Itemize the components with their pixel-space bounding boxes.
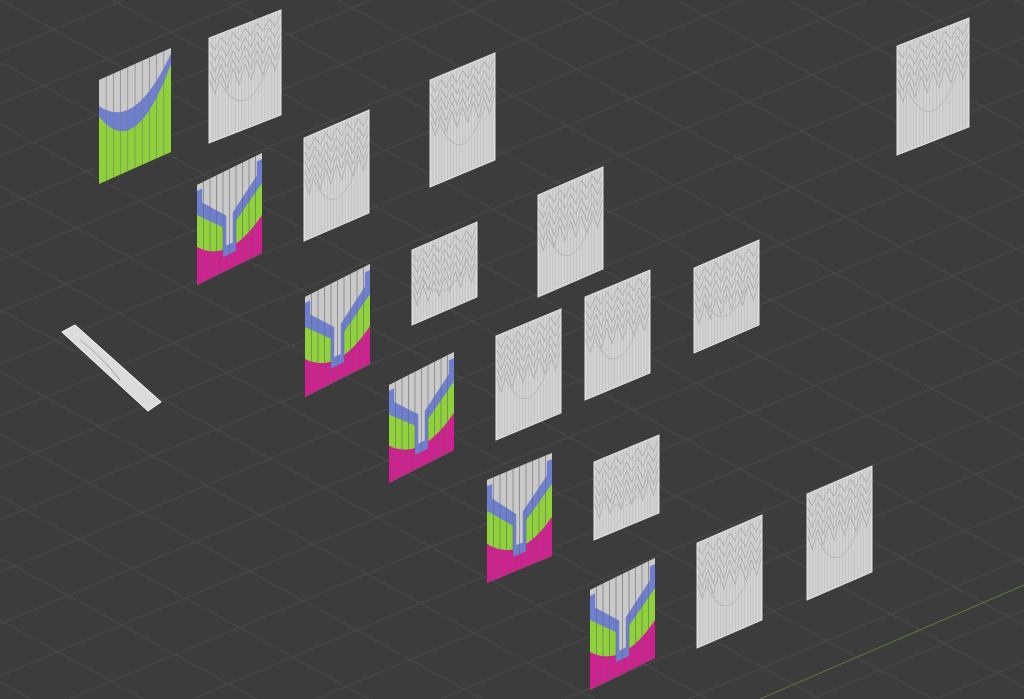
grid-line xyxy=(0,495,370,699)
grid-line xyxy=(0,37,1024,469)
grid-line xyxy=(563,0,1024,254)
grid-line xyxy=(0,0,248,105)
relief-panel[interactable] xyxy=(208,9,282,144)
relief-panel[interactable] xyxy=(429,52,496,188)
flat-strip-panel[interactable] xyxy=(61,324,162,412)
grid-line xyxy=(337,0,1024,378)
grid-line xyxy=(0,0,125,53)
grid-line xyxy=(935,661,1024,699)
analysis-panel[interactable] xyxy=(99,48,171,184)
relief-panel[interactable] xyxy=(537,166,604,298)
grid-line xyxy=(0,681,32,699)
grid-line xyxy=(687,557,1024,699)
grid-line xyxy=(225,0,1024,440)
relief-panel[interactable] xyxy=(411,221,478,326)
relief-panel[interactable] xyxy=(806,465,873,601)
relief-panel[interactable] xyxy=(696,514,763,649)
grid-line xyxy=(0,245,1024,677)
relief-panel[interactable] xyxy=(896,17,970,156)
grid-line xyxy=(0,247,821,699)
relief-panel[interactable] xyxy=(584,269,651,401)
grid-line xyxy=(1014,0,1024,6)
analysis-panel[interactable] xyxy=(487,453,552,583)
relief-panel[interactable] xyxy=(593,434,660,541)
analysis-panel[interactable] xyxy=(389,351,454,483)
relief-panel[interactable] xyxy=(495,308,562,441)
grid-line xyxy=(0,185,933,699)
grid-line xyxy=(0,0,620,261)
grid-line xyxy=(0,0,744,313)
grid-line xyxy=(564,505,1024,699)
grid-line xyxy=(811,609,1024,699)
x-axis-line xyxy=(759,584,1024,699)
analysis-panel[interactable] xyxy=(590,557,655,690)
grid-line xyxy=(0,0,991,417)
relief-panel[interactable] xyxy=(303,109,370,242)
grid-line xyxy=(0,557,257,699)
grid-line xyxy=(450,0,1024,316)
grid-line xyxy=(0,619,144,699)
grid-line xyxy=(0,89,1024,521)
grid-line xyxy=(0,433,483,699)
grid-line xyxy=(316,401,1024,699)
grid-line xyxy=(676,0,1024,192)
grid-line xyxy=(0,0,372,157)
analysis-panel[interactable] xyxy=(197,152,262,285)
analysis-panel[interactable] xyxy=(305,263,370,397)
panels xyxy=(61,9,970,690)
relief-panel[interactable] xyxy=(693,239,760,354)
